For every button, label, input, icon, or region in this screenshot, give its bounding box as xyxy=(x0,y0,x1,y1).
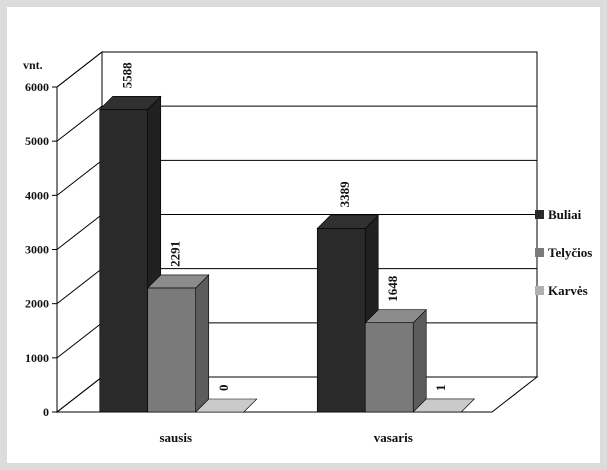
data-label: 0 xyxy=(216,385,231,392)
gridline xyxy=(56,51,537,88)
gridline xyxy=(56,105,537,142)
bar-top xyxy=(195,398,258,413)
data-label: 5588 xyxy=(120,62,135,89)
y-tick-label: 3000 xyxy=(25,243,49,257)
y-tick-label: 6000 xyxy=(25,80,49,94)
legend-entry: Karvės xyxy=(535,283,588,298)
x-category-label: sausis xyxy=(159,430,192,445)
y-axis-label: vnt. xyxy=(23,58,43,72)
bar-top xyxy=(147,274,210,289)
bar-side xyxy=(412,309,427,413)
chart-panel: 0 1000 2000 3000 4000 5000 6000 vnt. 5588 2291 0 s… xyxy=(7,7,600,463)
y-tick-label: 1000 xyxy=(25,351,49,365)
bar-front xyxy=(99,109,149,413)
bar-chart-3d: 0 1000 2000 3000 4000 5000 6000 vnt. 5588 2291 0 s… xyxy=(23,50,592,445)
bar-side xyxy=(195,274,210,413)
legend-swatch xyxy=(535,248,544,257)
bar-Karvės-vasaris xyxy=(412,398,475,413)
legend-entry: Buliai xyxy=(535,207,582,222)
legend-label: Karvės xyxy=(548,283,588,298)
bar-Telyčios-sausis xyxy=(147,274,210,413)
bar-front xyxy=(147,287,197,413)
bar-Telyčios-vasaris xyxy=(364,309,427,413)
data-label: 1648 xyxy=(385,275,400,302)
legend-label: Telyčios xyxy=(548,245,592,260)
bar-top xyxy=(316,215,379,229)
legend-label: Buliai xyxy=(548,207,582,222)
y-tick-label: 4000 xyxy=(25,188,49,202)
data-label: 2291 xyxy=(168,241,183,267)
data-label: 3389 xyxy=(337,181,352,208)
data-label: 1 xyxy=(433,384,448,391)
bar-top xyxy=(364,309,427,324)
bar-front xyxy=(316,228,366,413)
bar-top xyxy=(99,96,162,110)
y-tick-label: 5000 xyxy=(25,134,49,148)
legend-swatch xyxy=(535,210,544,219)
bar-Karvės-sausis xyxy=(195,398,258,413)
legend-swatch xyxy=(535,286,544,295)
y-tick-label: 2000 xyxy=(25,297,49,311)
bar-top xyxy=(412,398,475,413)
x-category-label: vasaris xyxy=(374,430,413,445)
bar-front xyxy=(364,322,414,413)
y-tick-label: 0 xyxy=(43,405,49,419)
legend-entry: Telyčios xyxy=(535,245,592,260)
